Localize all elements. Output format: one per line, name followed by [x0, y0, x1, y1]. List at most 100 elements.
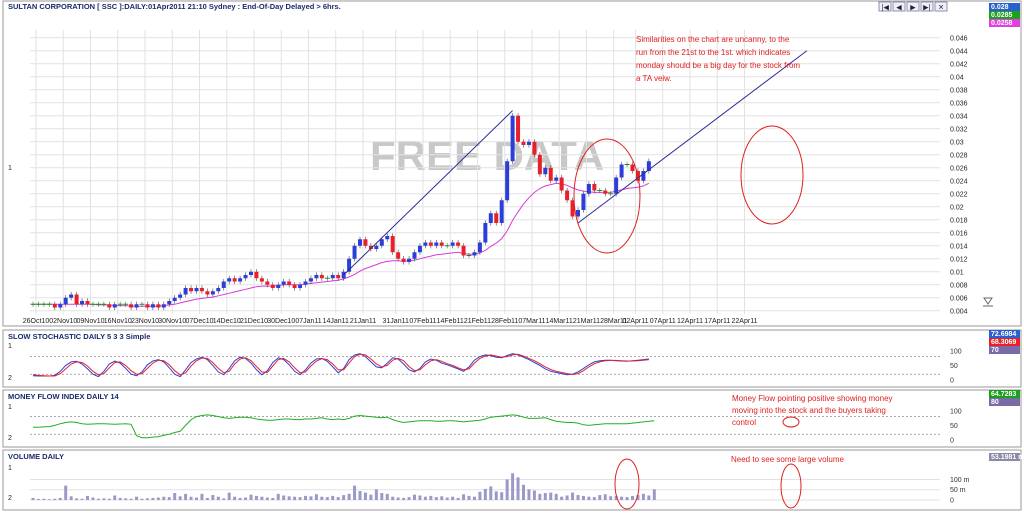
volume-y-axis: 100 m 50 m 0 — [950, 477, 970, 505]
mfi-note-line-3: control — [732, 418, 756, 427]
candle-up — [554, 177, 559, 181]
price-x-tick: 23Nov10 — [131, 318, 159, 325]
volume-left-label-1: 1 — [8, 465, 12, 472]
volume-bar — [80, 498, 84, 500]
mfi-panel: MONEY FLOW INDEX DAILY 14 1 2 100 50 0 64.… — [2, 389, 1022, 448]
nav-button-4[interactable] — [934, 1, 948, 12]
price-y-tick: 0.026 — [950, 165, 968, 172]
candle-down — [287, 281, 292, 285]
candle-down — [336, 275, 341, 279]
candle-up — [178, 294, 183, 298]
volume-bar — [189, 496, 193, 500]
volume-bar — [96, 498, 100, 500]
volume-bar — [282, 495, 286, 500]
candle-down — [461, 245, 466, 256]
volume-bar — [233, 496, 237, 500]
candle-up — [374, 245, 379, 249]
annotation-circle-vol-apr — [780, 463, 802, 509]
volume-bar — [140, 498, 144, 500]
price-x-tick: 07Feb11 — [409, 318, 436, 325]
candle-down — [494, 213, 499, 223]
candle-down — [254, 271, 259, 279]
candles — [30, 113, 651, 311]
volume-bar — [167, 497, 171, 500]
nav-button-3[interactable] — [920, 1, 934, 12]
stochastic-series-1 — [32, 353, 649, 377]
candle-up — [172, 297, 177, 301]
stochastic-left-label-1: 1 — [8, 343, 12, 350]
volume-bar — [347, 493, 351, 500]
volume-bar — [538, 493, 542, 500]
volume-bar — [260, 496, 264, 500]
volume-bar — [374, 489, 378, 500]
volume-y-tick: 0 — [950, 498, 954, 505]
volume-bar — [462, 494, 466, 500]
price-panel-left-label: 1 — [8, 165, 12, 172]
volume-bar — [75, 498, 79, 500]
nav-button-0[interactable] — [878, 1, 892, 12]
price-x-tick: 07Dec10 — [185, 318, 213, 325]
price-x-tick: 16Nov10 — [104, 318, 132, 325]
price-badge-2 — [989, 19, 1020, 27]
price-y-tick: 0.046 — [950, 35, 968, 42]
candle-up — [417, 245, 422, 253]
candle-down — [532, 141, 537, 155]
volume-bar — [293, 496, 297, 500]
volume-bar — [271, 497, 275, 500]
volume-bar — [532, 490, 536, 500]
volume-bar — [478, 491, 482, 500]
volume-bar — [402, 497, 406, 500]
volume-bar — [47, 499, 51, 500]
volume-bar — [363, 492, 367, 500]
price-x-tick: 09Nov10 — [76, 318, 104, 325]
volume-bar — [107, 498, 111, 500]
volume-bar — [516, 477, 520, 500]
nav-button-1[interactable] — [892, 1, 906, 12]
candle-up — [499, 200, 504, 223]
candle-up — [69, 294, 74, 298]
stochastic-badge-0-text: 72.6984 — [991, 331, 1016, 338]
volume-y-tick: 100 m — [950, 477, 970, 484]
price-x-tick: 21Mar11 — [573, 318, 600, 325]
trend-lines — [343, 50, 808, 276]
candle-up — [488, 213, 493, 223]
price-y-tick: 0.006 — [950, 295, 968, 302]
candle-down — [390, 236, 395, 253]
candle-down — [439, 242, 444, 246]
volume-bar — [560, 496, 564, 500]
candle-up — [243, 275, 248, 279]
volume-bar — [522, 484, 525, 500]
stochastic-y-tick: 100 — [950, 348, 962, 355]
candle-up — [423, 242, 428, 246]
nav-glyph-4: ✕ — [938, 4, 944, 12]
volume-bar — [500, 492, 504, 500]
volume-bar — [445, 497, 449, 500]
candle-up — [412, 252, 417, 259]
annotation-circle-mfi — [782, 416, 800, 428]
stochastic-badge-1 — [989, 338, 1020, 346]
candle-up — [112, 304, 117, 308]
volume-bar — [647, 495, 651, 500]
scroll-arrow-icon[interactable] — [983, 297, 993, 307]
price-x-tick: 21Dec10 — [240, 318, 268, 325]
candle-up — [379, 239, 384, 246]
candle-down — [521, 141, 526, 145]
volume-bar — [641, 493, 645, 500]
stochastic-badge-2 — [989, 346, 1020, 354]
candle-down — [319, 275, 324, 279]
volume-bar — [86, 495, 89, 500]
volume-note: Need to see some large volume — [731, 455, 845, 464]
nav-button-2[interactable] — [906, 1, 920, 12]
candle-up — [194, 288, 199, 292]
candle-up — [134, 304, 139, 308]
mfi-title: MONEY FLOW INDEX DAILY 14 — [8, 392, 120, 401]
volume-bar — [418, 495, 422, 500]
candle-down — [270, 284, 275, 288]
volume-bar — [620, 496, 624, 500]
nav-glyph-2: ▶ — [910, 4, 916, 12]
candle-down — [74, 294, 79, 305]
volume-badge-0-text: 53.1981 m — [991, 454, 1024, 461]
price-badge-0-text: 0.028 — [991, 4, 1009, 11]
